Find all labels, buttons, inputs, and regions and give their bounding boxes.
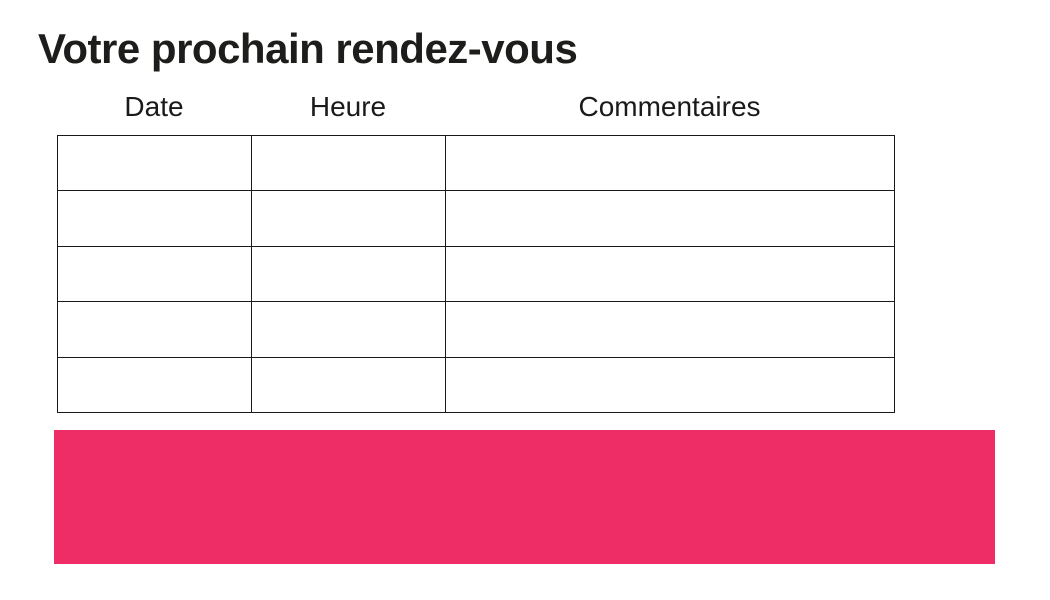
table-row: [57, 190, 895, 247]
table-cell-commentaires: [445, 190, 895, 247]
table-cell-heure: [251, 190, 446, 247]
table-row: [57, 356, 895, 413]
table-cell-date: [57, 356, 252, 413]
table-row: [57, 301, 895, 358]
table-cell-commentaires: [445, 356, 895, 413]
table-cell-heure: [251, 301, 446, 358]
column-header-date: Date: [124, 91, 184, 122]
table-cell-commentaires: [445, 301, 895, 358]
column-header-commentaires: Commentaires: [578, 91, 761, 122]
table-cell-date: [57, 134, 252, 192]
table-cell-heure: [251, 356, 446, 413]
table-cell-date: [57, 301, 252, 358]
table-cell-heure: [251, 134, 446, 192]
column-header-heure: Heure: [309, 91, 387, 122]
table-cell-date: [57, 190, 252, 247]
table-cell-commentaires: [445, 134, 895, 192]
appointments-table: [57, 134, 895, 413]
table-row: [57, 134, 895, 192]
table-cell-heure: [251, 245, 446, 303]
table-cell-date: [57, 245, 252, 303]
page-title: Votre prochain rendez-vous: [38, 25, 578, 72]
table-cell-commentaires: [445, 245, 895, 303]
highlight-banner: [54, 430, 995, 564]
table-row: [57, 245, 895, 303]
